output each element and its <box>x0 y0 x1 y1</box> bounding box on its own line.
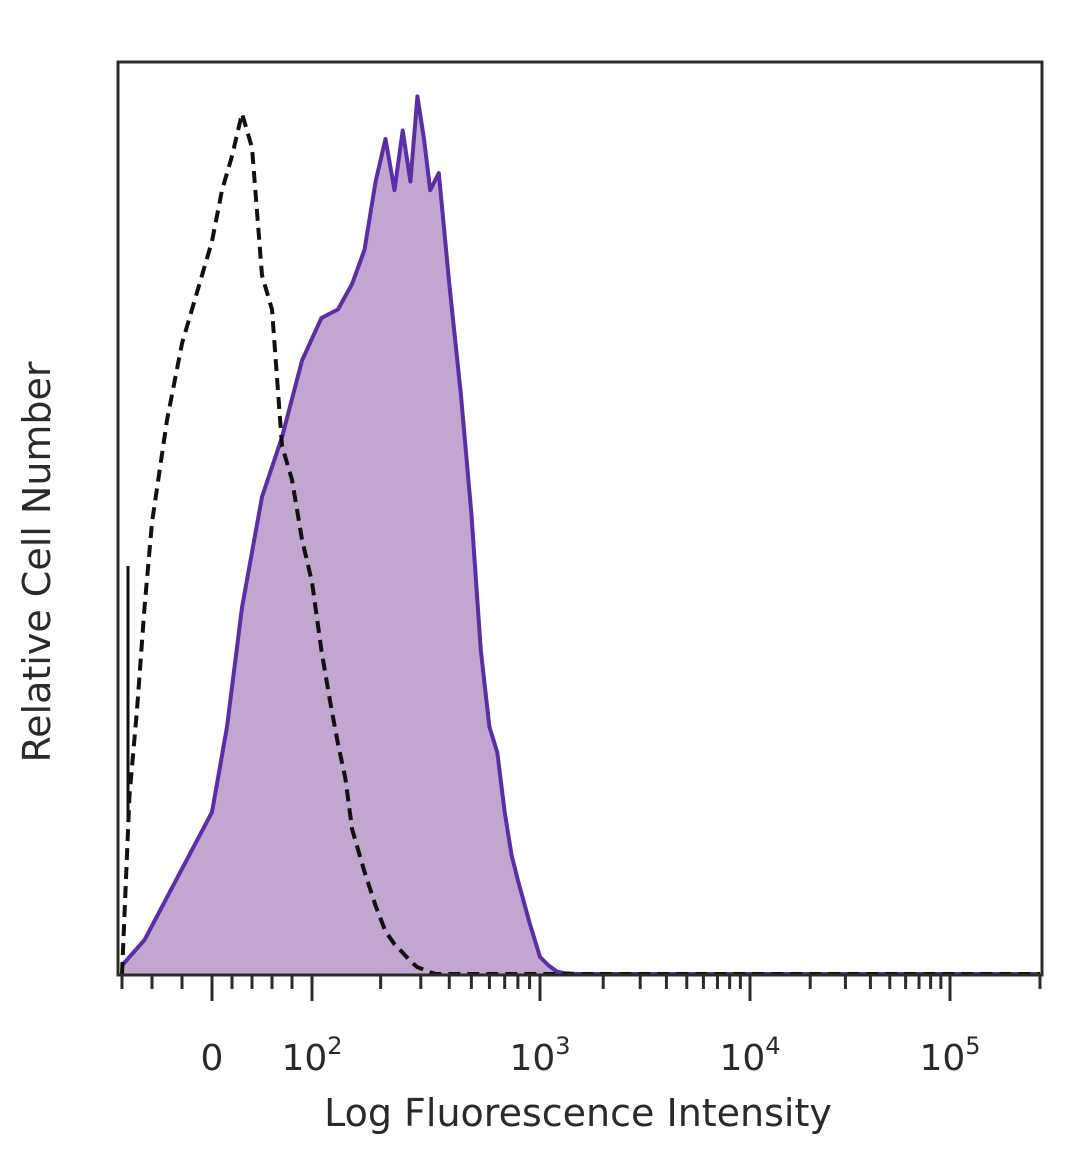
x-tick-label-4: 105 <box>919 1032 980 1079</box>
x-tick-label-2: 103 <box>509 1032 570 1079</box>
x-tick-label-3: 104 <box>719 1032 780 1079</box>
plot-area <box>116 60 1044 977</box>
x-axis-title: Log Fluorescence Intensity <box>324 1091 832 1135</box>
x-axis: 0 102 103 104 105 <box>120 975 1042 1079</box>
series-0-area <box>122 96 1040 974</box>
x-tick-label-0: 0 <box>201 1038 224 1079</box>
series-0-line <box>120 94 1040 976</box>
x-tick-label-1: 102 <box>281 1032 342 1079</box>
plot-frame <box>116 60 1044 977</box>
series-1-line <box>120 111 1040 976</box>
y-axis-title: Relative Cell Number <box>15 361 59 762</box>
